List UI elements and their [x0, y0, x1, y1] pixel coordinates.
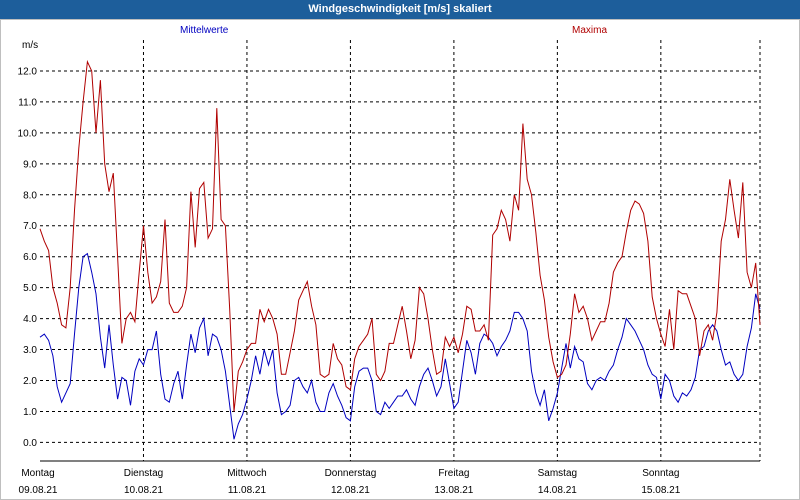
- x-tick-labels: Montag 09.08.21 Dienstag 10.08.21 Mittwoch 11…: [19, 468, 681, 496]
- y-tick-label: 7.0: [23, 221, 37, 232]
- series-line-maxima: [39, 59, 761, 412]
- series-line-mittelwerte: [39, 252, 761, 440]
- chart-plot: 0.0 1.0 2.0 3.0 4.0 5.0 6.0 7.0 8.0 9.0 10.0 11.0 12…: [18, 40, 761, 496]
- y-tick-label: 11.0: [18, 97, 37, 108]
- y-tick-label: 6.0: [23, 252, 37, 263]
- x-tick-date: 15.08.21: [641, 485, 680, 496]
- x-tick-date: 14.08.21: [538, 485, 577, 496]
- x-tick-date: 10.08.21: [124, 485, 163, 496]
- series-lines: [39, 59, 761, 440]
- x-tick-day: Dienstag: [124, 468, 163, 479]
- x-tick-day: Freitag: [438, 468, 469, 479]
- y-tick-label: 2.0: [23, 376, 37, 387]
- y-tick-label: 0.0: [23, 438, 37, 449]
- y-tick-label: 3.0: [23, 345, 37, 356]
- y-axis-unit-label: m/s: [22, 40, 39, 51]
- x-tick-date: 09.08.21: [19, 485, 58, 496]
- y-tick-label: 8.0: [23, 190, 37, 201]
- x-tick-day: Sonntag: [642, 468, 679, 479]
- x-tick-date: 13.08.21: [434, 485, 473, 496]
- y-tick-label: 12.0: [18, 66, 38, 77]
- y-tick-label: 1.0: [23, 407, 37, 418]
- y-tick-label: 10.0: [18, 128, 38, 139]
- x-tick-date: 12.08.21: [331, 485, 370, 496]
- x-tick-date: 11.08.21: [228, 485, 267, 496]
- legend-maxima: Maxima: [572, 25, 608, 36]
- x-tick-day: Montag: [21, 468, 54, 479]
- x-tick-day: Donnerstag: [325, 468, 377, 479]
- legend-mittelwerte: Mittelwerte: [180, 25, 229, 36]
- y-tick-label: 5.0: [23, 283, 37, 294]
- x-tick-day: Samstag: [538, 468, 577, 479]
- y-tick-labels: 0.0 1.0 2.0 3.0 4.0 5.0 6.0 7.0 8.0 9.0 10.0 11.0 12…: [18, 66, 38, 448]
- x-tick-day: Mittwoch: [227, 468, 266, 479]
- gridlines: [40, 40, 761, 461]
- chart-title: Windgeschwindigkeit [m/s] skaliert: [0, 0, 800, 19]
- y-tick-label: 9.0: [23, 159, 37, 170]
- y-tick-label: 4.0: [23, 314, 37, 325]
